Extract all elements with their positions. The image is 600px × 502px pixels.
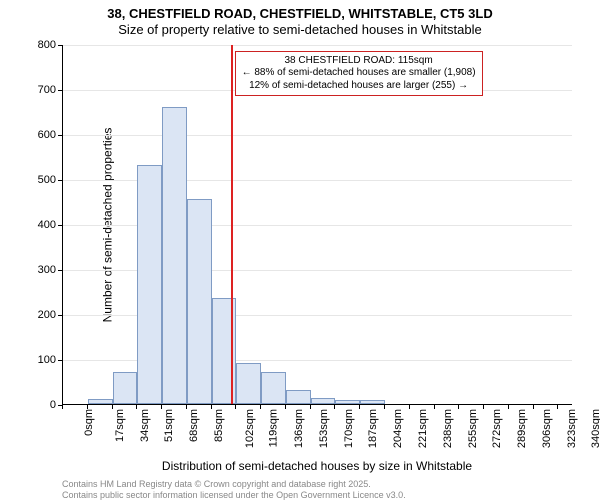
xtick-label: 221sqm	[417, 409, 429, 448]
xtick-mark	[161, 404, 162, 409]
annotation-line1: 38 CHESTFIELD ROAD: 115sqm	[242, 55, 476, 68]
plot-area: 38 CHESTFIELD ROAD: 115sqm← 88% of semi-…	[62, 45, 572, 405]
ytick-mark	[58, 45, 63, 46]
xtick-label: 102sqm	[244, 409, 256, 448]
xtick-label: 289sqm	[516, 409, 528, 448]
xtick-mark	[136, 404, 137, 409]
xtick-mark	[186, 404, 187, 409]
xtick-label: 238sqm	[442, 409, 454, 448]
xtick-mark	[285, 404, 286, 409]
xtick-label: 187sqm	[368, 409, 380, 448]
xtick-label: 306sqm	[541, 409, 553, 448]
histogram-bar	[137, 165, 162, 404]
gridline	[63, 45, 572, 46]
histogram-bar	[113, 372, 138, 404]
xtick-mark	[87, 404, 88, 409]
xtick-mark	[112, 404, 113, 409]
histogram-bar	[187, 199, 212, 404]
xtick-mark	[533, 404, 534, 409]
x-axis-label: Distribution of semi-detached houses by …	[62, 459, 572, 473]
histogram-bar	[236, 363, 261, 404]
histogram-bar	[335, 400, 360, 404]
xtick-mark	[260, 404, 261, 409]
histogram-bar	[212, 298, 237, 404]
histogram-bar	[311, 398, 336, 403]
ytick-mark	[58, 225, 63, 226]
ytick-mark	[58, 135, 63, 136]
ytick-label: 200	[16, 309, 56, 321]
histogram-bar	[261, 372, 286, 404]
annotation-line2: ← 88% of semi-detached houses are smalle…	[242, 67, 476, 80]
xtick-mark	[557, 404, 558, 409]
xtick-mark	[62, 404, 63, 409]
chart-title-line1: 38, CHESTFIELD ROAD, CHESTFIELD, WHITSTA…	[0, 6, 600, 22]
ytick-mark	[58, 315, 63, 316]
ytick-label: 700	[16, 84, 56, 96]
footer-line2: Contains public sector information licen…	[62, 490, 600, 502]
ytick-mark	[58, 180, 63, 181]
xtick-label: 136sqm	[293, 409, 305, 448]
xtick-mark	[458, 404, 459, 409]
ytick-mark	[58, 360, 63, 361]
footer: Contains HM Land Registry data © Crown c…	[62, 479, 600, 502]
annotation-line3: 12% of semi-detached houses are larger (…	[242, 80, 476, 93]
ytick-label: 0	[16, 399, 56, 411]
chart: Number of semi-detached properties 38 CH…	[62, 45, 572, 405]
xtick-label: 0sqm	[83, 409, 95, 436]
marker-line	[231, 45, 233, 404]
footer-line1: Contains HM Land Registry data © Crown c…	[62, 479, 600, 491]
histogram-bar	[360, 400, 385, 404]
chart-title-block: 38, CHESTFIELD ROAD, CHESTFIELD, WHITSTA…	[0, 0, 600, 39]
ytick-label: 100	[16, 354, 56, 366]
ytick-mark	[58, 90, 63, 91]
ytick-label: 600	[16, 129, 56, 141]
ytick-mark	[58, 270, 63, 271]
gridline	[63, 135, 572, 136]
xtick-label: 170sqm	[343, 409, 355, 448]
xtick-label: 340sqm	[591, 409, 600, 448]
xtick-mark	[384, 404, 385, 409]
ytick-label: 500	[16, 174, 56, 186]
ytick-label: 300	[16, 264, 56, 276]
xtick-label: 255sqm	[467, 409, 479, 448]
xtick-label: 119sqm	[268, 409, 280, 447]
xtick-mark	[508, 404, 509, 409]
xtick-mark	[409, 404, 410, 409]
xtick-mark	[359, 404, 360, 409]
annotation-box: 38 CHESTFIELD ROAD: 115sqm← 88% of semi-…	[235, 51, 483, 97]
histogram-bar	[162, 107, 187, 404]
xtick-label: 204sqm	[392, 409, 404, 448]
xtick-label: 34sqm	[139, 409, 151, 442]
xtick-mark	[334, 404, 335, 409]
ytick-label: 400	[16, 219, 56, 231]
xtick-label: 17sqm	[114, 409, 126, 442]
xtick-label: 153sqm	[318, 409, 330, 448]
histogram-bar	[88, 399, 113, 404]
xtick-label: 323sqm	[566, 409, 578, 448]
xtick-label: 68sqm	[188, 409, 200, 442]
xtick-label: 85sqm	[213, 409, 225, 442]
xtick-mark	[434, 404, 435, 409]
xtick-label: 272sqm	[491, 409, 503, 448]
xtick-mark	[310, 404, 311, 409]
chart-title-line2: Size of property relative to semi-detach…	[0, 22, 600, 38]
histogram-bar	[286, 390, 311, 404]
xtick-mark	[211, 404, 212, 409]
xtick-mark	[483, 404, 484, 409]
xtick-mark	[235, 404, 236, 409]
xtick-label: 51sqm	[163, 409, 175, 442]
ytick-label: 800	[16, 39, 56, 51]
